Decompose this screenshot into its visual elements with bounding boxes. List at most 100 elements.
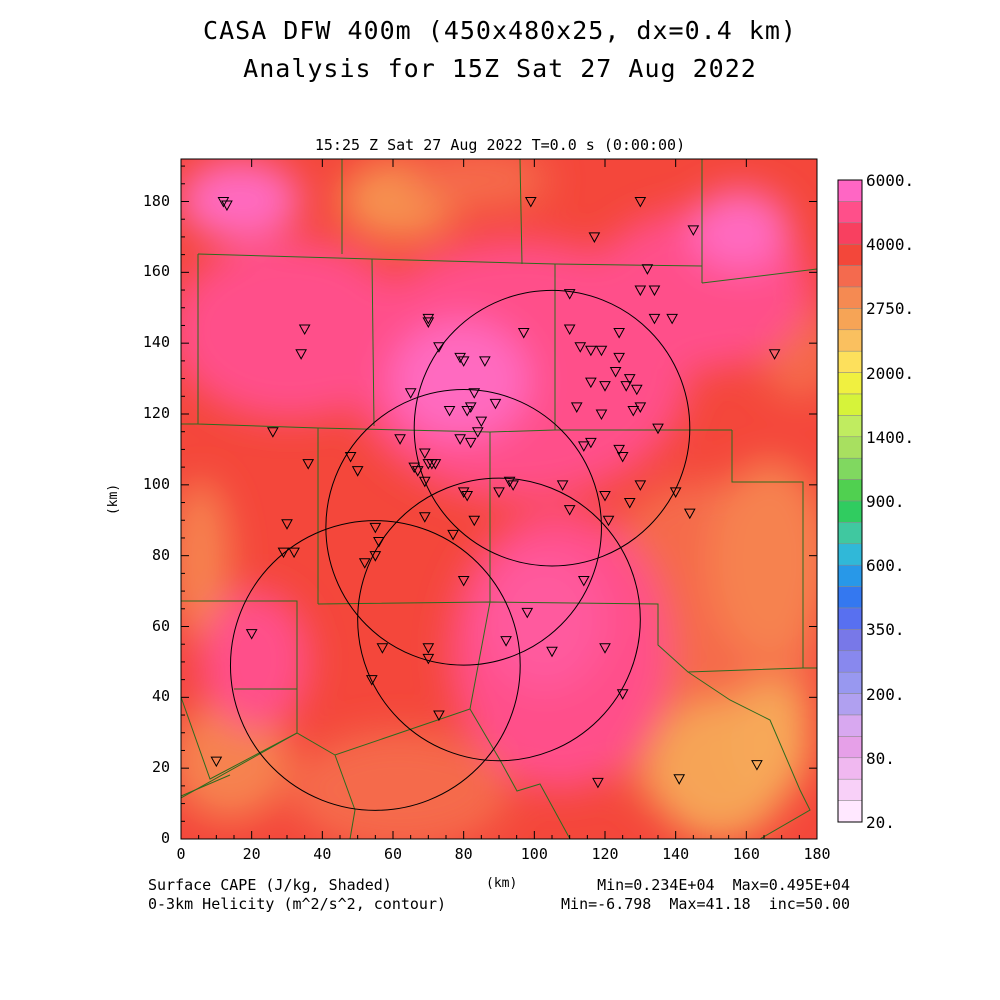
station-marker	[521, 607, 534, 619]
station-marker	[623, 498, 636, 509]
colorbar-swatch	[837, 714, 863, 737]
cape-colorbar	[837, 179, 863, 823]
station-marker	[479, 356, 491, 367]
colorbar-frame	[837, 179, 863, 823]
analysis-title: Analysis for 15Z Sat 27 Aug 2022	[243, 54, 757, 83]
station-marker	[630, 384, 643, 396]
x-tick-label: 160	[732, 845, 760, 863]
colorbar-swatch	[837, 329, 863, 352]
x-tick-label: 40	[313, 845, 332, 863]
station-marker	[595, 409, 608, 421]
station-marker	[768, 349, 781, 360]
station-marker	[623, 374, 636, 385]
x-tick-label: 60	[383, 845, 403, 863]
valid-time: 15:25 Z Sat 27 Aug 2022 T=0.0 s (0:00:00…	[314, 136, 686, 154]
station-marker	[556, 480, 569, 491]
station-marker	[524, 197, 537, 208]
station-marker	[687, 225, 700, 236]
station-marker	[620, 381, 633, 392]
x-axis-label: (km)	[486, 876, 518, 891]
station-marker	[295, 349, 307, 360]
colorbar-swatch	[837, 243, 863, 266]
station-marker	[493, 487, 505, 498]
colorbar-label: 200.	[866, 684, 905, 704]
x-tick-label: 100	[520, 845, 548, 863]
station-marker	[422, 313, 435, 325]
colorbar-swatch	[837, 457, 863, 480]
y-tick-label: 140	[142, 333, 170, 352]
station-marker	[464, 437, 477, 449]
helicity-ring-1	[413, 289, 691, 567]
colorbar-swatch	[837, 436, 863, 459]
station-marker	[210, 756, 223, 768]
colorbar-label: 6000.	[866, 171, 915, 190]
y-axis-label: (km)	[106, 483, 122, 516]
colorbar-swatch	[837, 607, 863, 630]
colorbar-swatch	[837, 372, 863, 395]
station-marker	[277, 547, 290, 559]
station-marker	[418, 448, 431, 459]
colorbar-label: 2000.	[866, 363, 915, 383]
colorbar-label: 80.	[866, 748, 895, 768]
station-marker	[588, 232, 601, 243]
station-marker	[585, 437, 597, 449]
station-marker	[288, 547, 300, 559]
station-marker	[422, 653, 435, 665]
station-marker	[404, 388, 417, 399]
station-marker	[457, 487, 470, 498]
colorbar-swatch	[837, 265, 863, 288]
colorbar-swatch	[837, 629, 863, 652]
colorbar-swatch	[837, 693, 863, 716]
station-marker	[599, 490, 611, 502]
station-marker	[457, 356, 470, 367]
station-marker	[634, 402, 647, 413]
station-marker	[751, 760, 763, 771]
colorbar-swatch	[837, 201, 863, 224]
cape-shading	[181, 159, 817, 839]
colorbar-swatch	[837, 543, 863, 566]
station-marker	[411, 466, 424, 477]
station-marker	[365, 675, 378, 686]
station-marker	[443, 405, 456, 417]
axis-ticks	[180, 159, 818, 840]
colorbar-swatch	[837, 736, 863, 759]
helicity-contours	[229, 289, 691, 811]
contour-stats: Min=-6.798 Max=41.18 inc=50.00	[561, 895, 850, 913]
station-marker	[302, 459, 315, 470]
station-marker	[666, 313, 678, 325]
station-marker	[563, 505, 576, 516]
field-shaded-label: Surface CAPE (J/kg, Shaded)	[148, 876, 392, 894]
station-marker	[574, 342, 587, 353]
station-marker	[358, 558, 371, 569]
colorbar-swatch	[837, 350, 863, 373]
county-boundaries	[181, 159, 817, 839]
colorbar-swatch	[837, 222, 863, 245]
station-marker	[433, 342, 445, 353]
colorbar-swatch	[837, 778, 863, 801]
colorbar-swatch	[837, 650, 863, 673]
station-marker	[592, 777, 604, 789]
station-marker	[507, 480, 519, 491]
station-marker	[454, 434, 466, 445]
station-marker	[369, 522, 382, 534]
field-contour-label: 0-3km Helicity (m^2/s^2, contour)	[148, 895, 447, 913]
colorbar-label: 20.	[866, 813, 895, 832]
station-marker	[599, 643, 611, 654]
x-tick-label: 140	[662, 845, 690, 863]
station-marker	[634, 285, 647, 297]
colorbar-label: 1400.	[866, 427, 915, 447]
station-marker	[616, 689, 629, 700]
colorbar-swatch	[837, 393, 863, 416]
shaded-stats: Min=0.234E+04 Max=0.495E+04	[597, 876, 850, 894]
colorbar-swatch	[837, 286, 863, 309]
station-marker	[245, 629, 258, 640]
station-marker	[673, 774, 686, 785]
station-marker	[298, 324, 311, 336]
x-tick-label: 180	[803, 845, 831, 863]
station-marker	[422, 317, 435, 328]
station-marker	[616, 452, 629, 463]
station-marker	[634, 480, 647, 491]
station-marker	[563, 324, 576, 336]
station-marker	[418, 512, 431, 523]
station-marker	[461, 490, 474, 502]
